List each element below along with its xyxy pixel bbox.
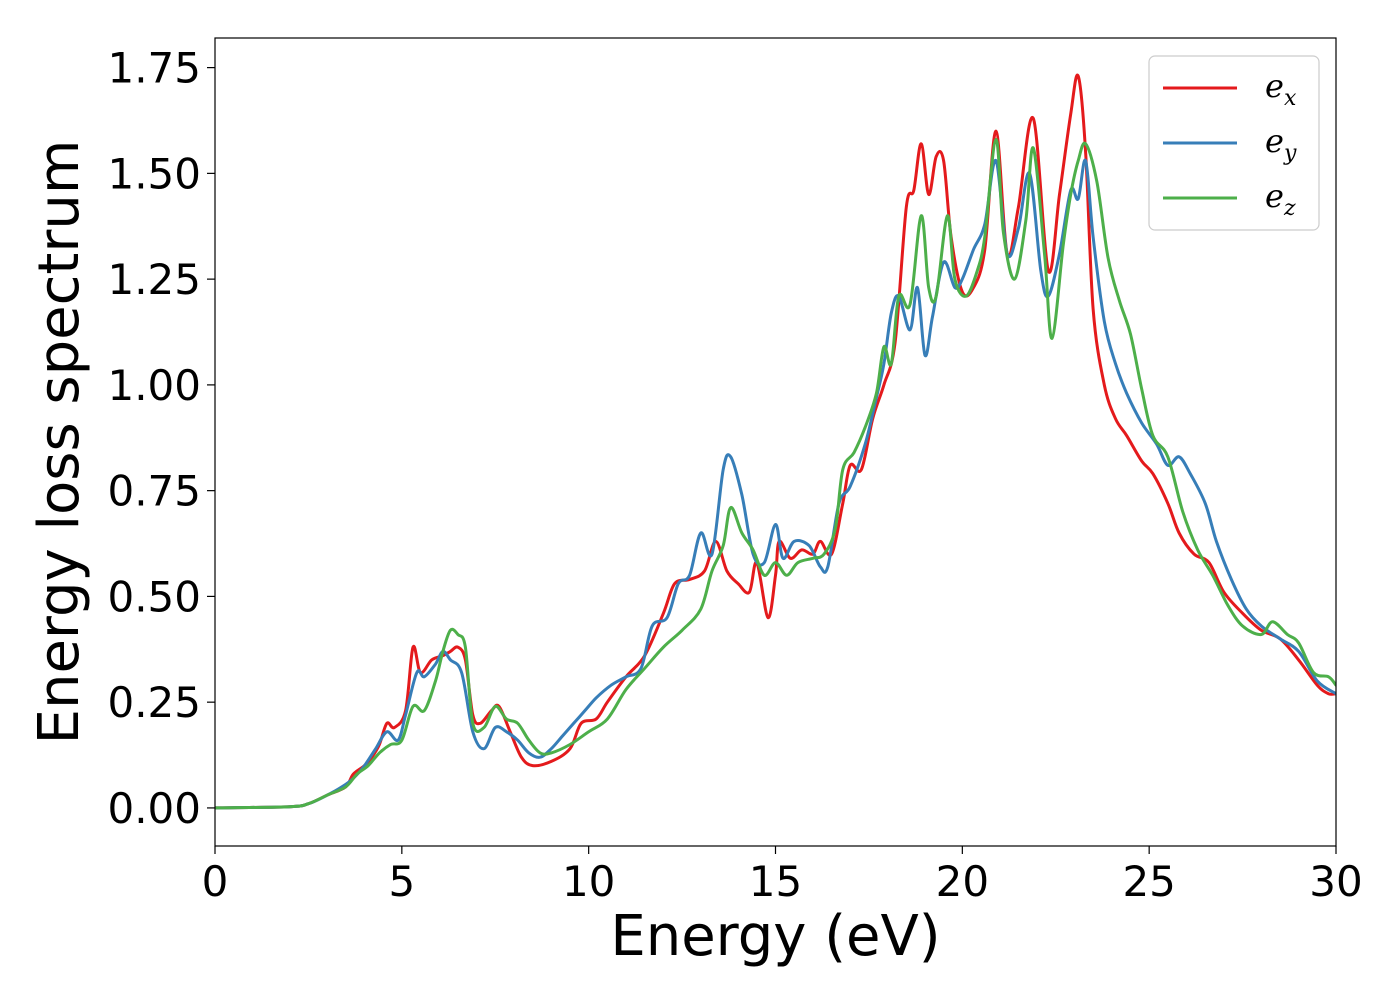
x-tick-label: 0 <box>202 857 229 906</box>
x-tick-label: 20 <box>936 857 989 906</box>
y-tick-label: 1.25 <box>107 255 201 304</box>
y-tick-label: 1.75 <box>107 44 201 93</box>
x-tick-label: 15 <box>749 857 802 906</box>
series-line-y <box>215 158 1336 810</box>
y-tick-label: 0.00 <box>107 784 201 833</box>
legend: ex ey ez <box>1148 55 1320 231</box>
series-line-x <box>215 73 1336 810</box>
legend-label-x: ex <box>1265 67 1297 111</box>
x-tick-label: 10 <box>562 857 615 906</box>
y-tick-label: 1.00 <box>107 361 201 410</box>
axes-layer: 0 5 10 15 20 25 30 0.00 0.25 0.50 0.75 1.00 1.25 1.50… <box>107 37 1363 906</box>
series-layer <box>215 73 1336 810</box>
x-axis-label: Energy (eV) <box>610 904 940 969</box>
legend-label-y: ey <box>1265 122 1297 166</box>
series-line-z <box>215 137 1336 810</box>
y-tick-label: 0.25 <box>107 678 201 727</box>
x-tick-label: 25 <box>1122 857 1175 906</box>
y-axis-label: Energy loss spectrum <box>27 140 92 745</box>
x-tick-label: 5 <box>388 857 415 906</box>
y-tick-label: 0.75 <box>107 467 201 516</box>
y-tick-label: 0.50 <box>107 572 201 621</box>
legend-label-z: ez <box>1265 177 1296 221</box>
y-tick-label: 1.50 <box>107 149 201 198</box>
x-tick-label: 30 <box>1309 857 1362 906</box>
